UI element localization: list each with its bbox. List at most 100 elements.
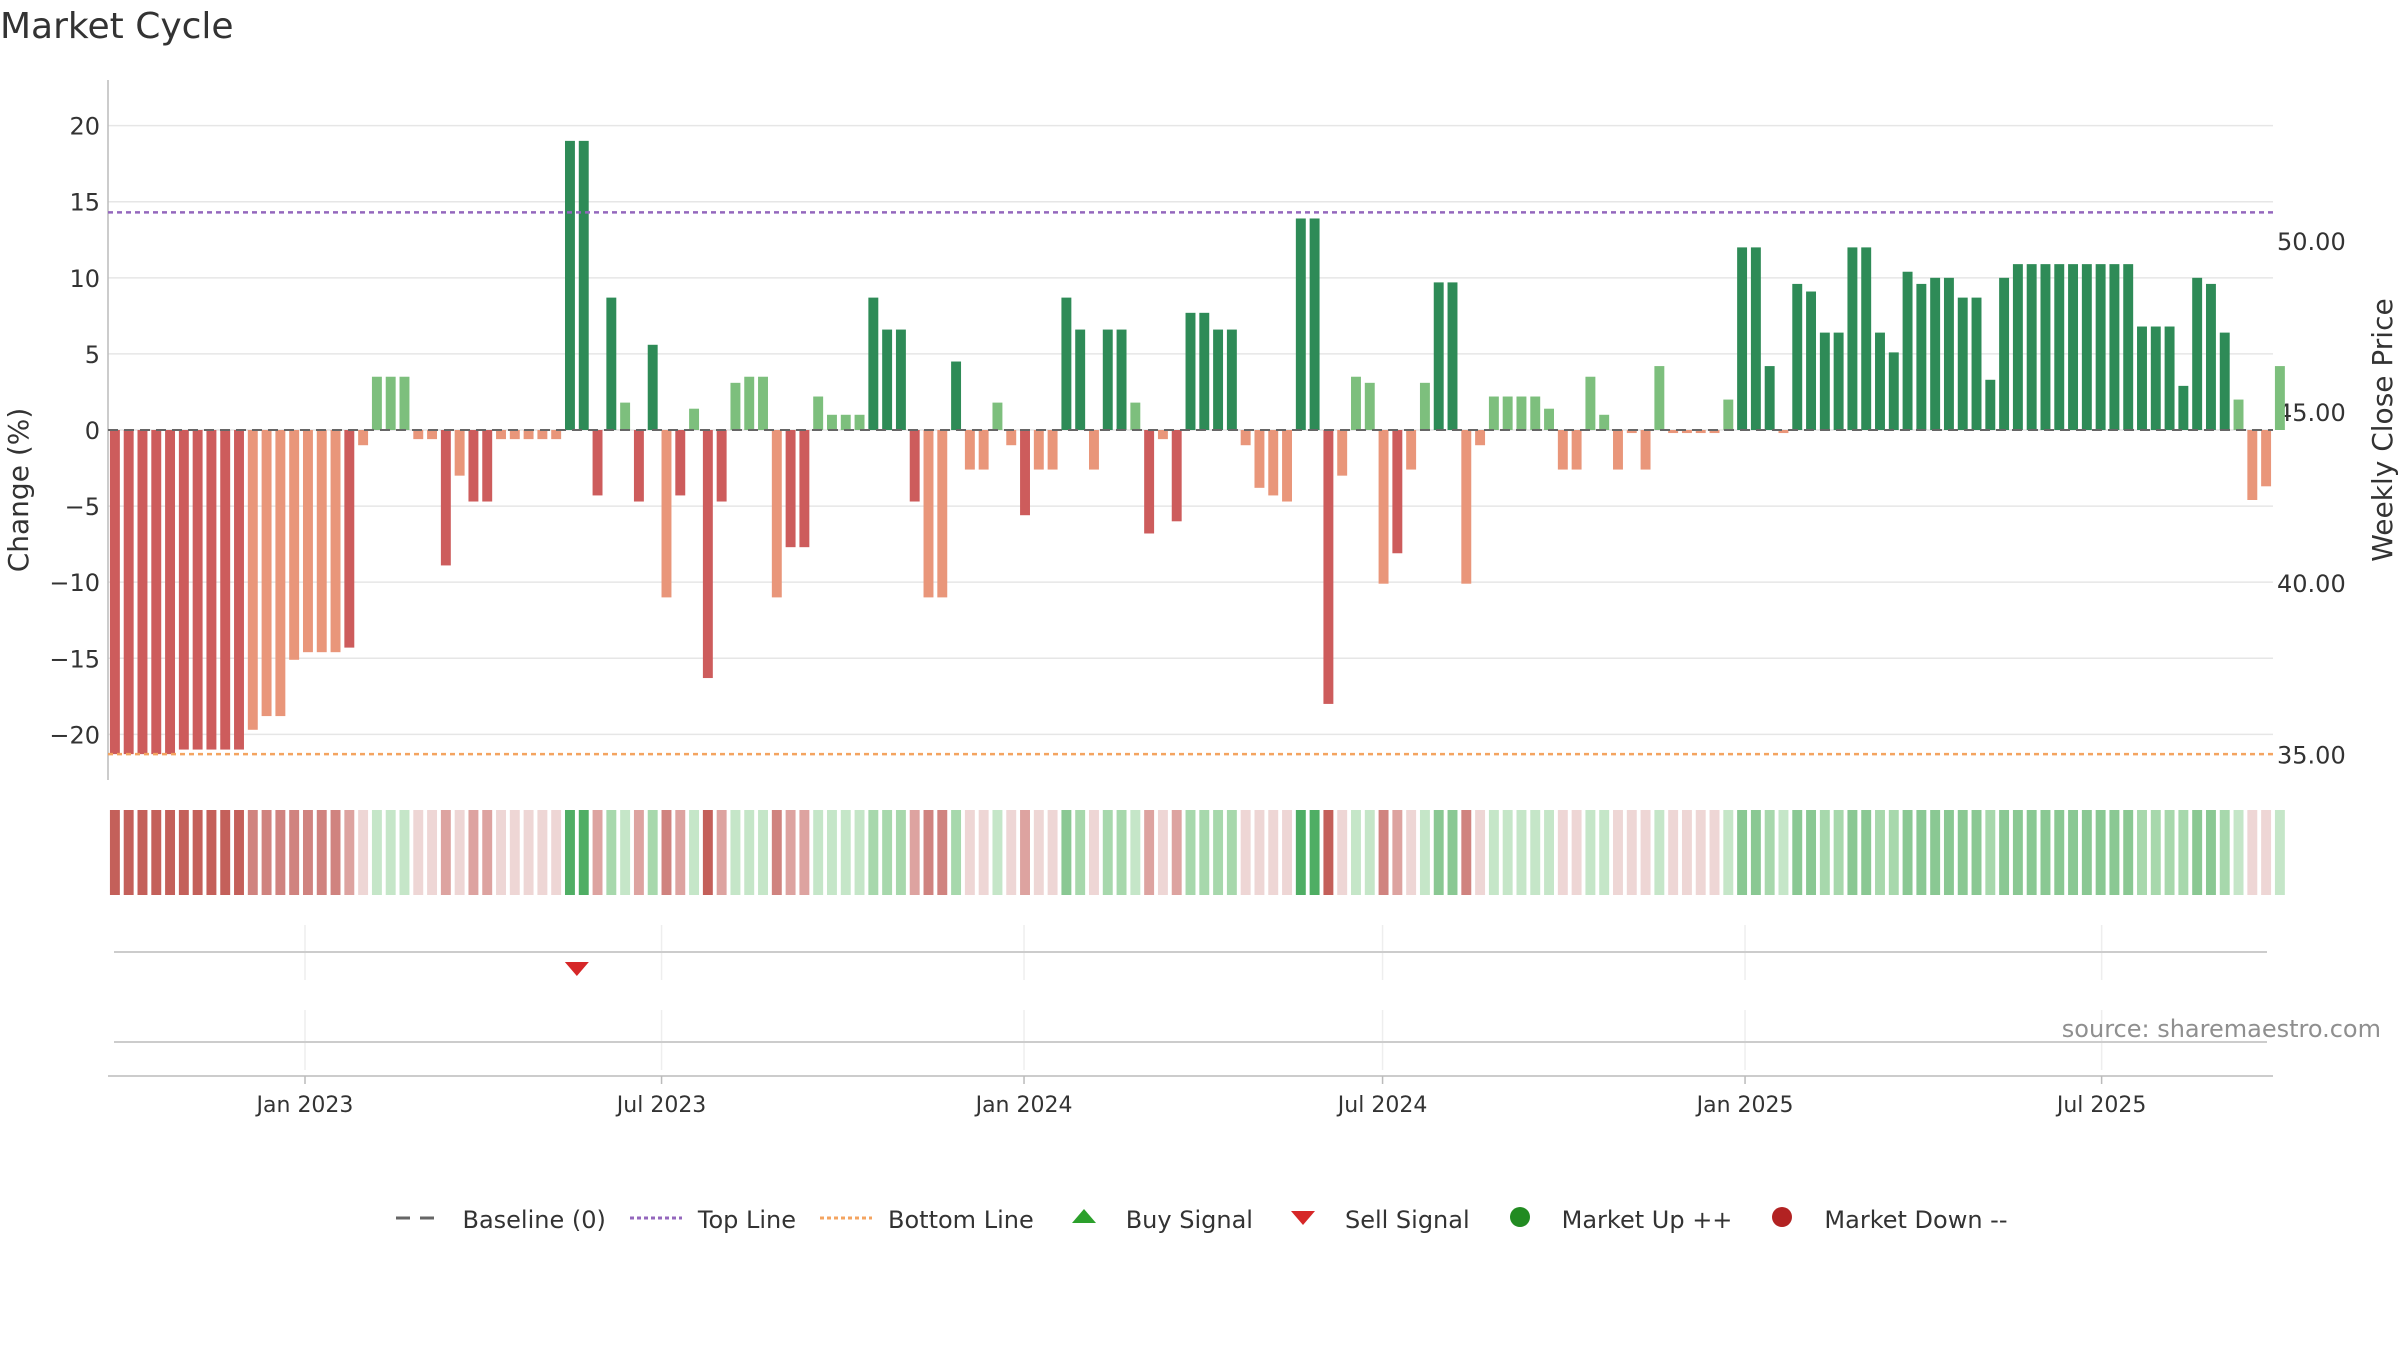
heat-cell (2247, 810, 2258, 895)
bar (1516, 396, 1527, 430)
bar (1847, 247, 1858, 430)
legend-label: Top Line (697, 1206, 797, 1234)
bar (1999, 277, 2010, 430)
heat-cell (1778, 810, 1789, 895)
bar (1943, 277, 1954, 430)
heat-cell (1226, 810, 1237, 895)
heat-cell (978, 810, 989, 895)
bar (137, 430, 148, 755)
bar (1282, 430, 1292, 502)
heat-cell (1668, 810, 1679, 895)
heat-cell (1364, 810, 1375, 895)
heat-cell (482, 810, 493, 895)
heat-cell (937, 810, 948, 895)
x-tick-label: Jul 2024 (1336, 1093, 1428, 1118)
bar (1171, 430, 1182, 522)
bar (1502, 396, 1513, 430)
bar (1723, 399, 1734, 430)
bar (1102, 329, 1113, 430)
y-tick-label: 10 (69, 265, 100, 293)
bar (1254, 430, 1265, 488)
bar (1006, 430, 1017, 446)
heat-cell (206, 810, 217, 895)
heat-cell (758, 810, 768, 895)
bar (399, 376, 410, 430)
circle-icon (1492, 1205, 1548, 1235)
heat-cell (647, 810, 658, 895)
legend-item[interactable]: Top Line (628, 1206, 796, 1234)
bar (330, 430, 341, 653)
legend-label: Bottom Line (888, 1206, 1034, 1234)
bar (454, 430, 465, 476)
bar (1819, 332, 1830, 430)
bar (2261, 430, 2272, 487)
bar (799, 430, 810, 548)
heat-cell (1516, 810, 1527, 895)
heat-cell (1957, 810, 1968, 895)
bar (123, 430, 134, 755)
heat-cell (151, 810, 162, 895)
legend-item[interactable]: Buy Signal (1056, 1205, 1253, 1235)
heat-cell (220, 810, 231, 895)
bar (1833, 332, 1844, 430)
heat-cell (992, 810, 1003, 895)
bar (1571, 430, 1582, 470)
bar (1750, 247, 1761, 430)
bar (1475, 430, 1486, 446)
bar (289, 430, 300, 660)
bar (2137, 326, 2147, 430)
heat-cell (2068, 810, 2079, 895)
heat-cell (578, 810, 589, 895)
bar (1020, 430, 1030, 516)
heat-cell (1351, 810, 1361, 895)
heat-cell (1130, 810, 1141, 895)
bar (468, 430, 479, 502)
heat-cell (606, 810, 617, 895)
x-tick-label: Jul 2023 (615, 1093, 707, 1118)
bar (661, 430, 672, 598)
bar (1709, 430, 1720, 434)
bar (1061, 297, 1072, 430)
heat-cell (192, 810, 203, 895)
heat-cell (1254, 810, 1265, 895)
heat-cell (1033, 810, 1044, 895)
heat-cell (868, 810, 879, 895)
bar (1199, 312, 1210, 430)
bar (1419, 382, 1430, 430)
x-tick-label: Jul 2025 (2055, 1093, 2147, 1118)
bar (1144, 430, 1155, 534)
bar (827, 414, 837, 430)
heat-cell (1681, 810, 1692, 895)
bar (371, 376, 382, 430)
heat-cell (1764, 810, 1775, 895)
bar (2247, 430, 2258, 500)
bar (978, 430, 989, 470)
legend-item[interactable]: Bottom Line (818, 1206, 1034, 1234)
bar (1792, 283, 1803, 430)
bar (316, 430, 327, 653)
bar (1861, 247, 1872, 430)
heat-cell (385, 810, 396, 895)
heat-cell (799, 810, 810, 895)
heat-cell (1723, 810, 1734, 895)
x-tick-label: Jan 2025 (1695, 1093, 1794, 1118)
bar (1406, 430, 1417, 470)
legend-item[interactable]: Market Up ++ (1492, 1205, 1732, 1235)
heat-cell (1750, 810, 1761, 895)
bar (1089, 430, 1099, 470)
bar (1888, 352, 1899, 430)
legend-item[interactable]: Market Down -- (1754, 1205, 2008, 1235)
bar (1130, 402, 1141, 430)
heat-cell (344, 810, 355, 895)
heat-cell (1144, 810, 1155, 895)
legend-item[interactable]: Baseline (0) (392, 1206, 606, 1234)
legend-label: Sell Signal (1344, 1206, 1470, 1234)
legend-item[interactable]: Sell Signal (1275, 1205, 1470, 1235)
bar (578, 140, 589, 430)
heat-cell (689, 810, 700, 895)
bar (427, 430, 438, 440)
heat-cell (882, 810, 893, 895)
bar (937, 430, 948, 598)
heat-cell (358, 810, 369, 895)
bar (882, 329, 893, 430)
